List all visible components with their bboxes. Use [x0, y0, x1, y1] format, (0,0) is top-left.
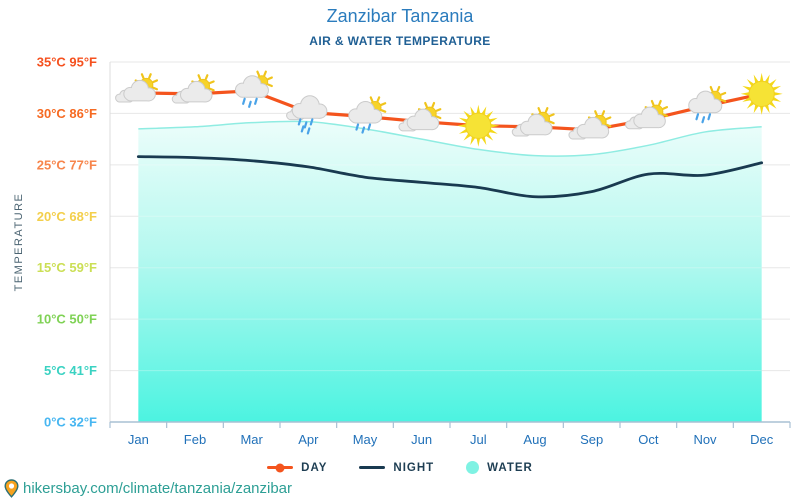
- legend-label-day: DAY: [301, 461, 328, 474]
- y-label-0: 0°C 32°F: [44, 415, 97, 430]
- x-label-may: May: [353, 432, 378, 447]
- weather-icon-oct: [625, 99, 669, 130]
- chart-canvas: 35°C 95°F 30°C 86°F 25°C 77°F 20°C 68°F 15°C…: [13, 55, 791, 447]
- location-pin-icon: [4, 479, 19, 498]
- water-dot-icon: [466, 461, 480, 474]
- x-label-mar: Mar: [240, 432, 263, 447]
- x-label-nov: Nov: [693, 432, 717, 447]
- y-label-15: 15°C 59°F: [37, 260, 97, 275]
- chart-legend: DAY NIGHT WATER: [0, 461, 800, 474]
- night-line-icon: [359, 466, 386, 469]
- y-axis-title: TEMPERATURE: [13, 193, 25, 292]
- x-label-jul: Jul: [470, 432, 487, 447]
- weather-icon-jun: [398, 101, 442, 132]
- weather-icon-jul: [457, 104, 500, 147]
- x-label-jun: Jun: [411, 432, 432, 447]
- legend-item-day: DAY: [267, 462, 327, 474]
- chart-subtitle: AIR & WATER TEMPERATURE: [309, 34, 491, 48]
- y-label-10: 10°C 50°F: [37, 312, 97, 327]
- temperature-chart: 35°C 95°F 30°C 86°F 25°C 77°F 20°C 68°F 15°C…: [13, 55, 791, 447]
- y-label-5: 5°C 41°F: [44, 363, 97, 378]
- water-area: [138, 121, 762, 423]
- y-label-25: 25°C 77°F: [37, 157, 97, 172]
- y-label-20: 20°C 68°F: [37, 209, 97, 224]
- weather-icon-dec: [740, 72, 783, 115]
- weather-icon-feb: [171, 74, 215, 104]
- footer: hikersbay.com/climate/tanzania/zanzibar: [4, 479, 292, 498]
- y-label-35: 35°C 95°F: [37, 55, 97, 70]
- day-line-icon: [267, 463, 294, 472]
- weather-icon-jan: [115, 73, 159, 103]
- y-label-30: 30°C 86°F: [37, 106, 97, 121]
- weather-icon-mar: [234, 70, 273, 108]
- legend-label-water: WATER: [487, 461, 533, 474]
- x-label-feb: Feb: [184, 432, 206, 447]
- x-label-oct: Oct: [638, 432, 659, 447]
- x-label-jan: Jan: [128, 432, 149, 447]
- footer-link[interactable]: hikersbay.com/climate/tanzania/zanzibar: [23, 480, 293, 497]
- weather-icon-sep: [568, 110, 612, 140]
- x-label-apr: Apr: [298, 432, 319, 447]
- legend-item-water: WATER: [466, 461, 533, 474]
- day-dot-icon: [275, 463, 285, 472]
- x-label-aug: Aug: [523, 432, 546, 447]
- water-line: [138, 120, 762, 157]
- weather-icon-apr: [286, 95, 328, 135]
- page-title: Zanzibar Tanzania: [326, 6, 474, 26]
- weather-icon-nov: [688, 85, 727, 124]
- legend-item-night: NIGHT: [359, 462, 434, 474]
- night-line: [136, 155, 764, 199]
- legend-label-night: NIGHT: [393, 461, 435, 474]
- x-label-sep: Sep: [580, 432, 603, 447]
- weather-icon-may: [348, 96, 387, 134]
- weather-icon-aug: [511, 107, 555, 137]
- x-label-dec: Dec: [750, 432, 774, 447]
